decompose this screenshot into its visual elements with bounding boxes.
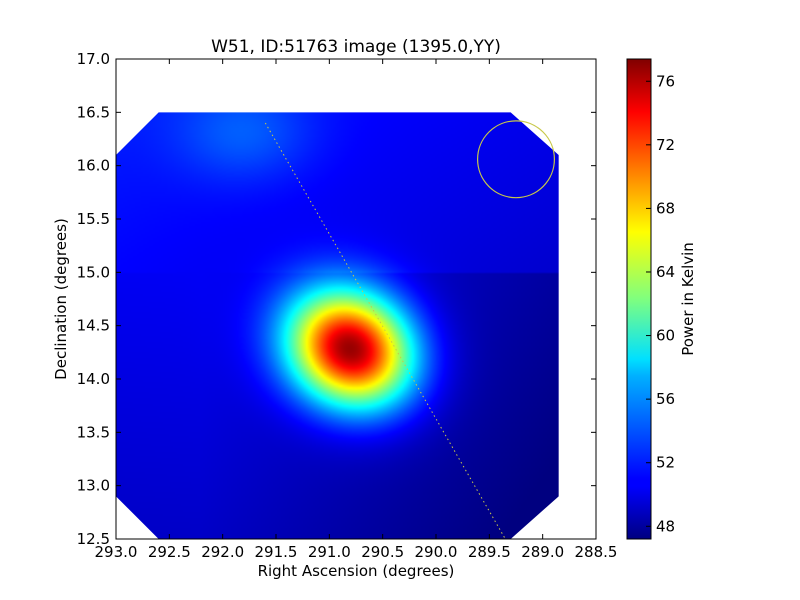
plot-frame bbox=[115, 58, 597, 540]
x-tick-label: 293.0 bbox=[95, 543, 138, 561]
plot-area bbox=[115, 58, 597, 540]
y-tick-label: 17.0 bbox=[77, 50, 110, 68]
x-tick-label: 292.0 bbox=[201, 543, 244, 561]
x-axis-label: Right Ascension (degrees) bbox=[258, 562, 455, 580]
y-tick-label: 12.5 bbox=[77, 530, 110, 548]
y-axis-label: Declination (degrees) bbox=[52, 218, 70, 380]
x-tick-label: 290.5 bbox=[361, 543, 404, 561]
colorbar-label: Power in Kelvin bbox=[679, 242, 697, 356]
x-tick-label: 291.0 bbox=[308, 543, 351, 561]
colorbar-tick-label: 68 bbox=[656, 199, 675, 217]
colorbar-tick-label: 56 bbox=[656, 390, 675, 408]
x-tick-label: 289.0 bbox=[521, 543, 564, 561]
heatmap-image bbox=[116, 112, 559, 539]
y-tick-label: 13.0 bbox=[77, 477, 110, 495]
colorbar-gradient bbox=[627, 59, 651, 539]
chart-title: W51, ID:51763 image (1395.0,YY) bbox=[211, 37, 501, 57]
y-tick-label: 14.0 bbox=[77, 370, 110, 388]
x-axis: 293.0 292.5 292.0 291.5 291.0 290.5 290.0 289.5… bbox=[95, 59, 618, 561]
y-tick-label: 14.5 bbox=[77, 317, 110, 335]
beam-circle bbox=[477, 120, 556, 199]
y-tick-label: 13.5 bbox=[77, 423, 110, 441]
colorbar-tick-label: 60 bbox=[656, 327, 675, 345]
colorbar-tick-label: 76 bbox=[656, 72, 675, 90]
colorbar-frame bbox=[626, 58, 652, 540]
x-tick-label: 288.5 bbox=[575, 543, 618, 561]
colorbar: 48 52 56 60 64 68 72 76 Power in Kelvin bbox=[626, 58, 697, 540]
y-axis: 12.5 13.0 13.5 14.0 14.5 15.0 15.5 16.0 16.5 17.0 bbox=[77, 50, 596, 548]
x-tick-label: 291.5 bbox=[255, 543, 298, 561]
colorbar-tick-label: 64 bbox=[656, 263, 675, 281]
y-tick-label: 16.5 bbox=[77, 103, 110, 121]
y-tick-label: 15.5 bbox=[77, 210, 110, 228]
colorbar-ticks: 48 52 56 60 64 68 72 76 bbox=[646, 72, 675, 535]
x-tick-label: 290.0 bbox=[415, 543, 458, 561]
y-tick-label: 16.0 bbox=[77, 157, 110, 175]
colorbar-tick-label: 72 bbox=[656, 136, 675, 154]
y-tick-label: 15.0 bbox=[77, 263, 110, 281]
x-tick-label: 289.5 bbox=[468, 543, 511, 561]
colorbar-tick-label: 52 bbox=[656, 454, 675, 472]
x-tick-label: 292.5 bbox=[148, 543, 191, 561]
colorbar-tick-label: 48 bbox=[656, 517, 675, 535]
